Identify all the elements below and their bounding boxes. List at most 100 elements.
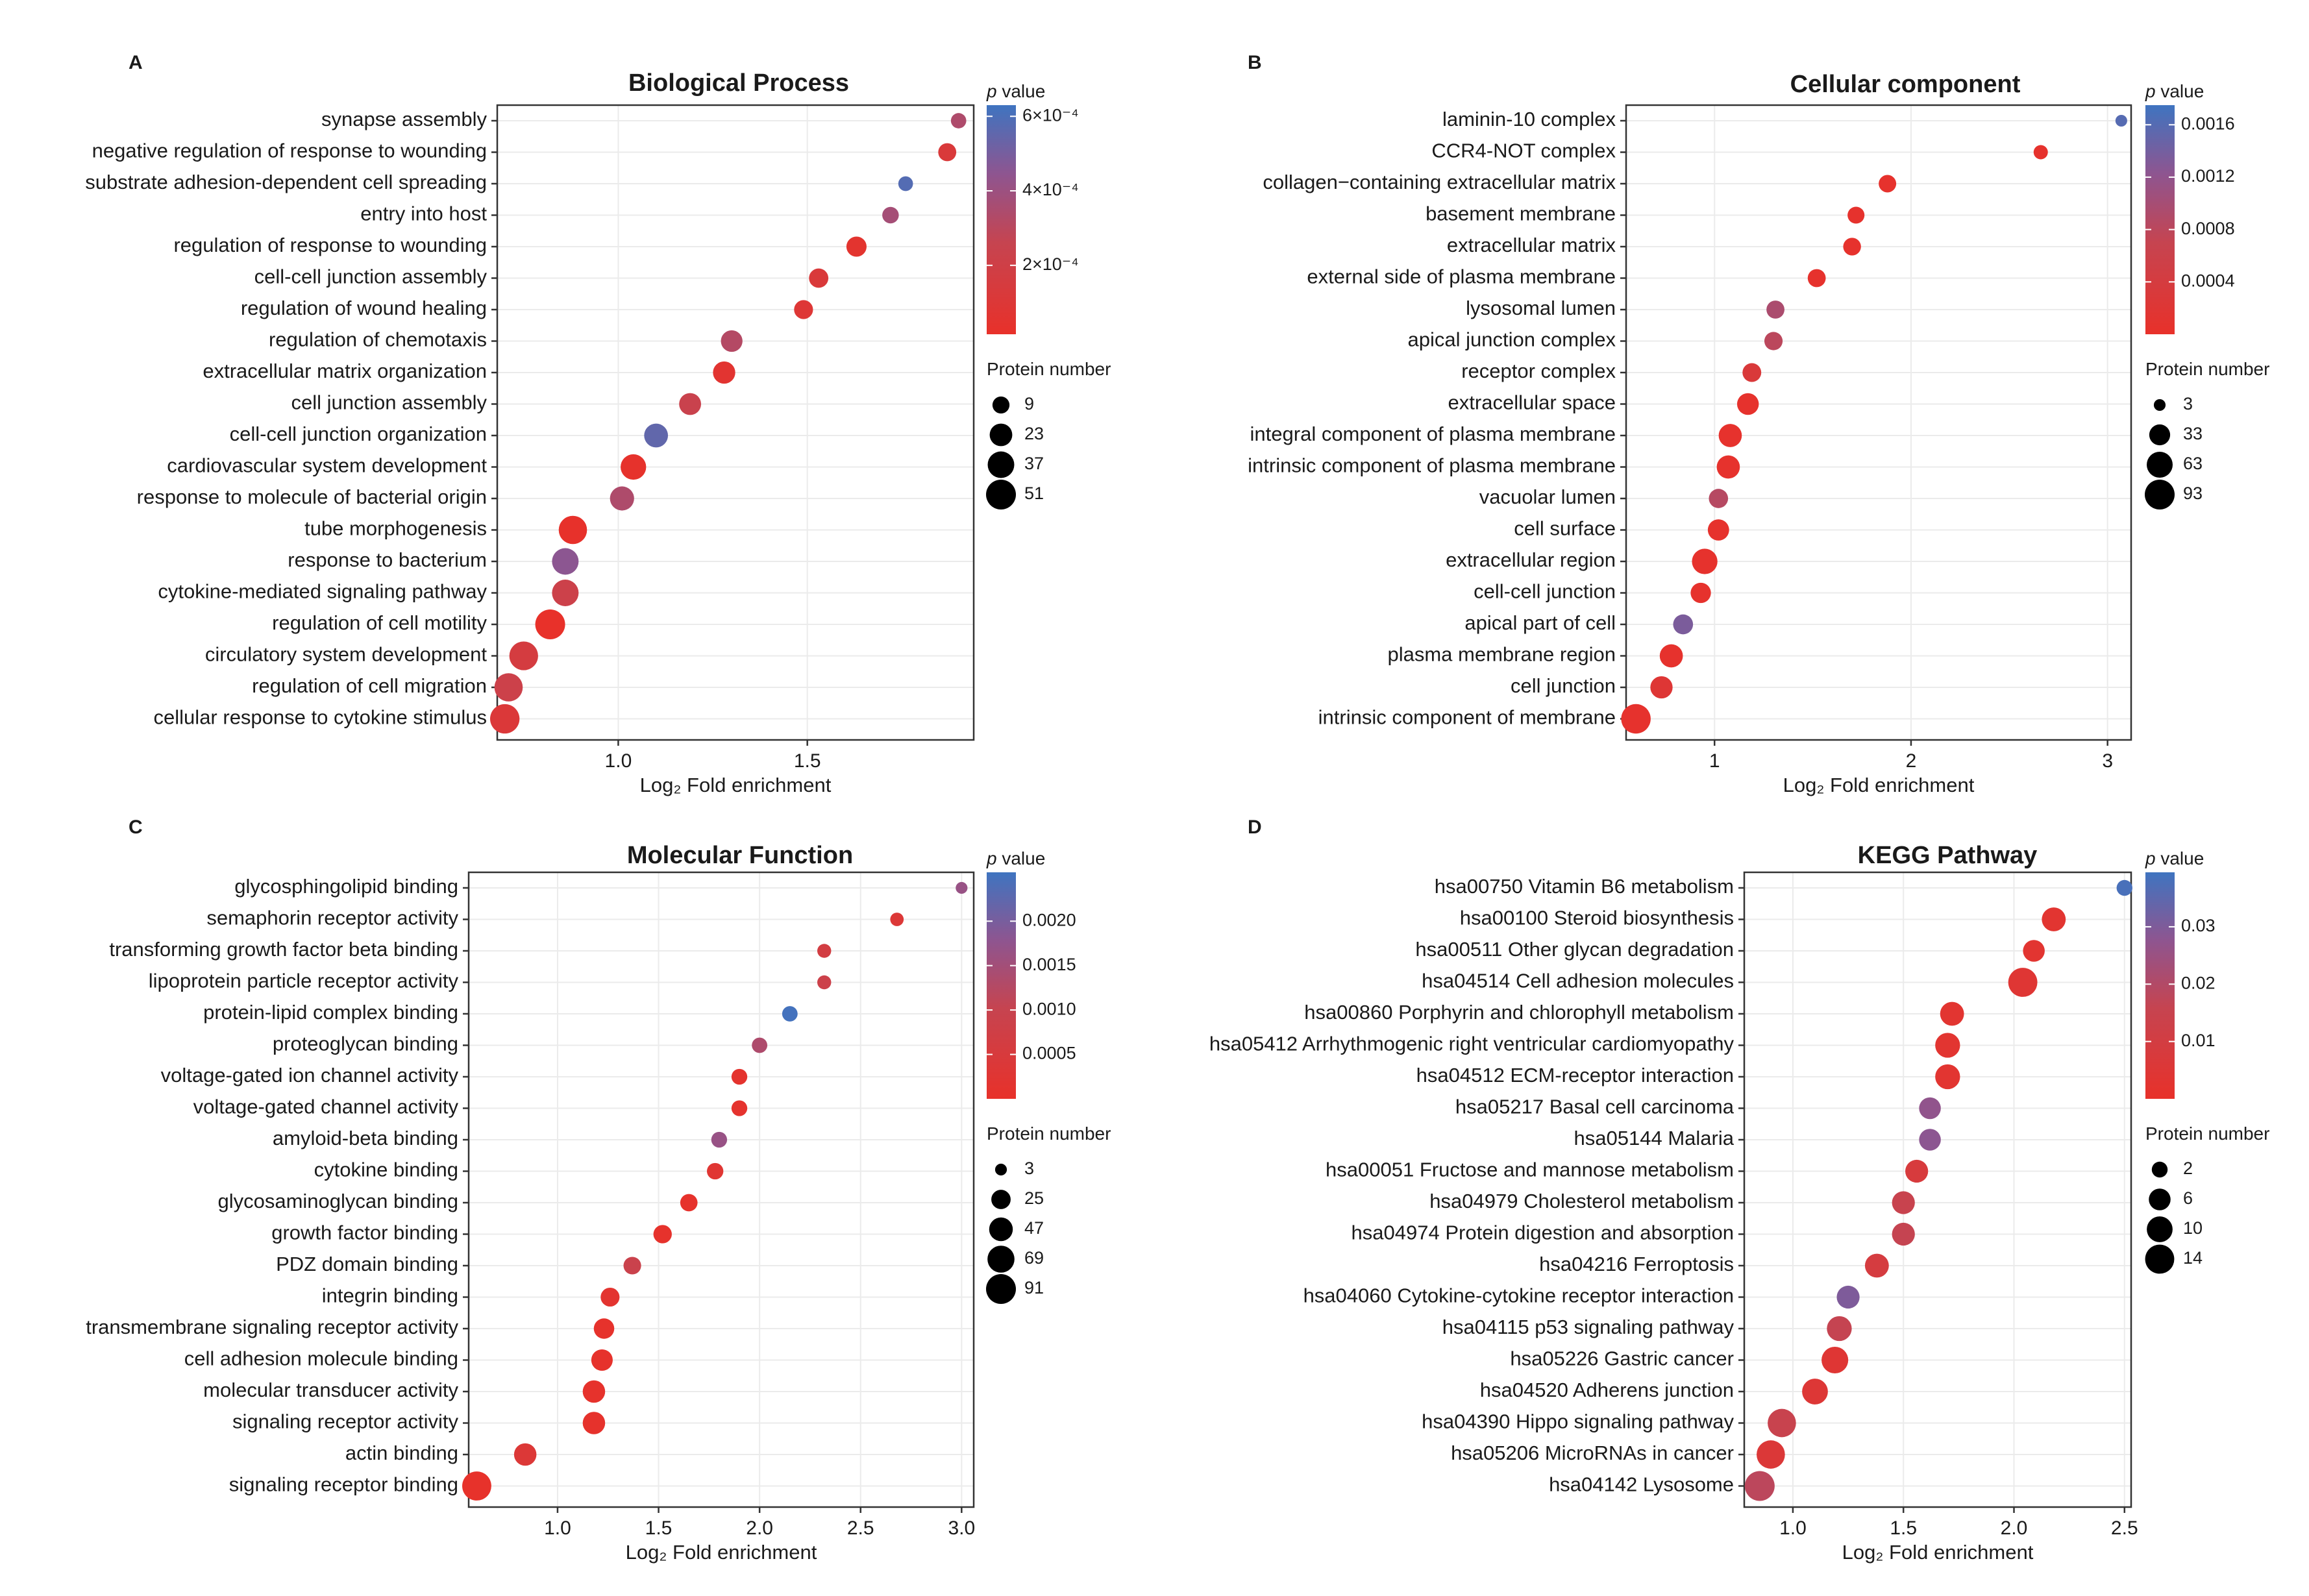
category-label: regulation of chemotaxis (269, 328, 487, 351)
x-tick-label: 2 (1906, 750, 1917, 772)
colorbar-tick-label: 2×10⁻⁴ (1022, 254, 1079, 274)
data-point (1807, 269, 1826, 288)
data-point (706, 1162, 724, 1180)
data-point (644, 423, 669, 448)
x-tick-label: 2.0 (746, 1517, 773, 1539)
data-point (509, 641, 538, 670)
category-label: regulation of wound healing (241, 297, 487, 319)
category-label: hsa04216 Ferroptosis (1539, 1253, 1734, 1275)
size-legend-dot (2149, 1188, 2171, 1210)
data-point (1736, 393, 1759, 415)
size-legend-dot (2145, 480, 2175, 509)
category-label: cell junction (1511, 674, 1616, 697)
data-point (1709, 489, 1729, 508)
size-legend-label: 9 (1024, 394, 1034, 413)
data-point (938, 143, 957, 162)
data-point (610, 486, 634, 511)
size-legend-dot (2147, 1216, 2173, 1242)
category-label: laminin-10 complex (1442, 108, 1616, 130)
category-label: substrate adhesion-dependent cell spread… (85, 171, 487, 193)
x-tick-label: 1.0 (544, 1517, 571, 1539)
colorbar-tick-label: 0.0012 (2181, 166, 2235, 186)
category-label: cell adhesion molecule binding (184, 1347, 458, 1370)
data-point (794, 300, 813, 319)
category-label: extracellular matrix (1447, 234, 1616, 256)
grid-lines (469, 872, 974, 1507)
x-tick-label: 1.5 (645, 1517, 673, 1539)
category-label: hsa04390 Hippo signaling pathway (1422, 1410, 1734, 1433)
size-legend-dot (986, 480, 1016, 509)
size-legend-label: 23 (1024, 424, 1044, 443)
panel-a: A Biological Process synapse assembly negat… (85, 52, 1111, 796)
category-label: receptor complex (1461, 360, 1616, 382)
category-label: response to molecule of bacterial origin (137, 485, 487, 508)
size-legend-label: 37 (1024, 454, 1044, 473)
data-point (1919, 1097, 1941, 1120)
data-point (2023, 940, 2045, 962)
data-point (713, 361, 735, 384)
category-label: intrinsic component of plasma membrane (1248, 454, 1616, 477)
category-label: hsa00051 Fructose and mannose metabolism (1326, 1159, 1734, 1181)
data-point (2116, 879, 2132, 896)
data-points (1621, 114, 2127, 734)
data-point (552, 548, 579, 575)
size-legend-dot (989, 1217, 1013, 1242)
x-tick-label: 1.0 (605, 750, 632, 772)
data-point (1935, 1033, 1960, 1058)
category-label: tube morphogenesis (304, 517, 487, 540)
data-point (1718, 424, 1742, 447)
category-label: negative regulation of response to wound… (92, 140, 487, 162)
data-point (462, 1471, 491, 1501)
colorbar-tick-label: 0.0010 (1022, 999, 1076, 1018)
grid-lines (1626, 105, 2131, 740)
data-point (1690, 582, 1711, 604)
data-point (593, 1318, 615, 1339)
size-legend-dot (992, 396, 1010, 414)
category-label: regulation of cell motility (272, 611, 487, 634)
category-label: hsa04979 Cholesterol metabolism (1429, 1190, 1734, 1212)
category-label: transmembrane signaling receptor activit… (86, 1316, 458, 1338)
panel-title: KEGG Pathway (1858, 842, 2038, 869)
data-point (1659, 644, 1683, 668)
data-point (1621, 704, 1651, 734)
category-label: signaling receptor activity (232, 1410, 459, 1433)
data-point (1879, 175, 1897, 193)
data-point (582, 1412, 606, 1434)
data-point (623, 1257, 641, 1275)
data-point (731, 1068, 748, 1085)
size-legend-dot (991, 1190, 1011, 1209)
category-label: response to bacterium (288, 548, 487, 571)
category-label: hsa04514 Cell adhesion molecules (1422, 970, 1734, 992)
data-point (1742, 363, 1762, 382)
size-legend-dot (987, 451, 1015, 478)
panel-letter: B (1248, 52, 1262, 73)
data-points (489, 113, 967, 734)
category-label: hsa00100 Steroid biosynthesis (1460, 907, 1734, 929)
colorbar-tick-label: 0.0005 (1022, 1044, 1076, 1063)
data-point (752, 1037, 768, 1053)
size-legend-label: 2 (2183, 1159, 2193, 1178)
size-legend-dot (2147, 452, 2173, 478)
data-point (489, 704, 520, 734)
data-point (558, 515, 587, 545)
data-point (513, 1443, 537, 1466)
x-tick-label: 1.5 (794, 750, 821, 772)
colorbar-tick-label: 0.01 (2181, 1031, 2216, 1050)
category-label: amyloid-beta binding (273, 1127, 458, 1149)
data-point (1802, 1379, 1828, 1405)
category-label: lipoprotein particle receptor activity (149, 970, 459, 992)
pvalue-legend: p value 2×10⁻⁴ 4×10⁻⁴ 6×10⁻⁴ (986, 81, 1079, 334)
data-point (1905, 1159, 1929, 1183)
data-point (898, 176, 913, 191)
size-legend: Protein number 9 23 37 51 (986, 359, 1111, 509)
colorbar-tick-label: 0.02 (2181, 973, 2216, 992)
x-tick-label: 2.0 (2001, 1517, 2028, 1539)
category-label: hsa00511 Other glycan degradation (1415, 938, 1734, 961)
category-label: hsa04060 Cytokine-cytokine receptor inte… (1303, 1284, 1734, 1307)
size-legend-label: 91 (1024, 1278, 1044, 1297)
category-label: entry into host (360, 203, 487, 225)
category-label: vacuolar lumen (1479, 485, 1616, 508)
data-point (956, 881, 968, 894)
data-point (890, 913, 904, 926)
